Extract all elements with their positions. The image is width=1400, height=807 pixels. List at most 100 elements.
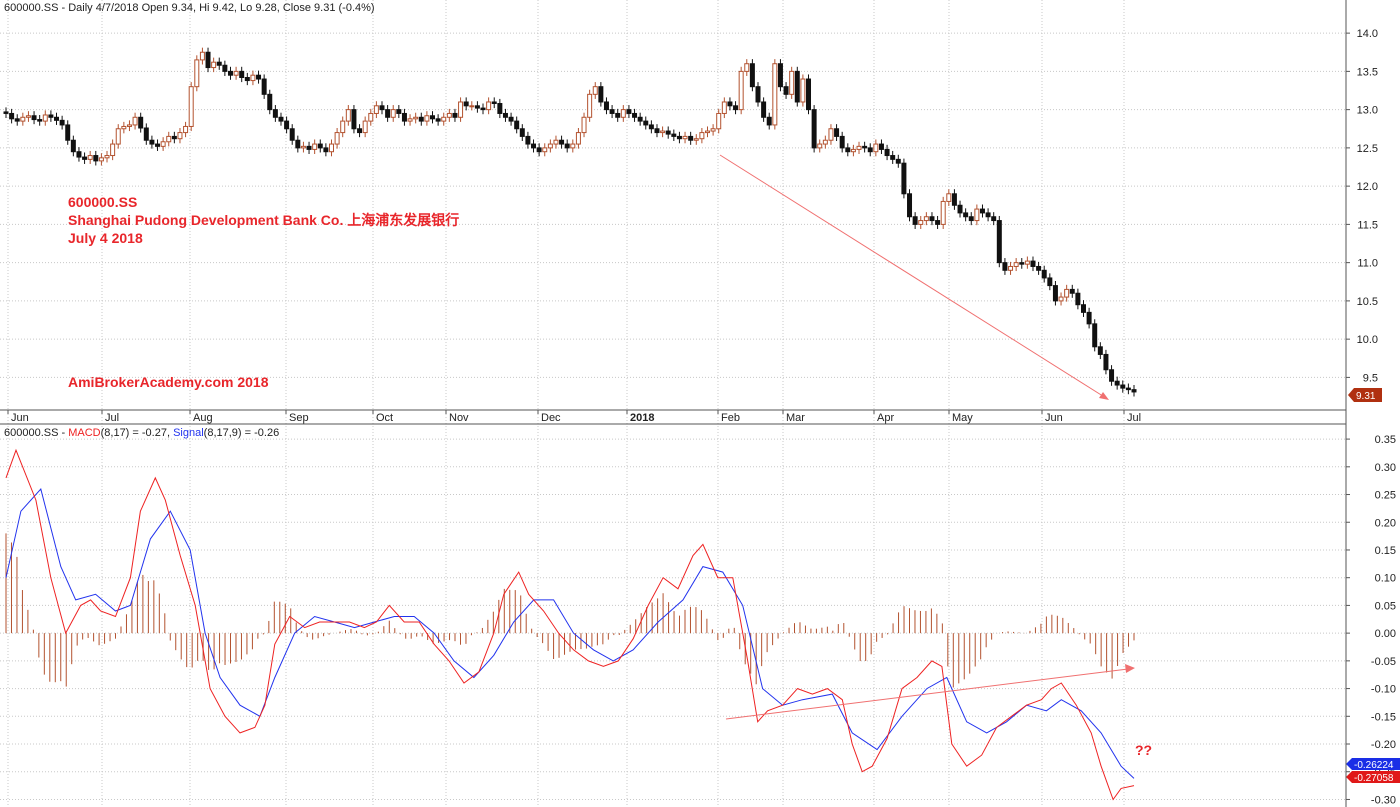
candle-body [104,155,110,159]
candle-body [295,139,301,149]
candle-body [935,220,941,225]
candle-body [155,143,161,147]
candle-body [441,116,447,122]
candle-body [940,200,946,225]
candle-body [536,147,542,153]
month-label: Jul [1127,412,1141,424]
candle-body [693,138,699,141]
price-y-tick-label: 11.0 [1357,258,1378,270]
candle-body [458,101,464,118]
last-price-badge: 9.31 [1348,388,1382,402]
candle-body [783,86,789,95]
candle-body [1075,292,1081,306]
candle-body [800,78,806,103]
candle-body [817,143,823,149]
candle-body [895,158,901,164]
candle-body [609,109,615,114]
candle-body [1036,265,1042,271]
macd-y-tick-label: 0.25 [1375,490,1396,502]
candle-body [738,70,744,111]
price-candles [3,47,1137,397]
candle-body [1064,288,1070,298]
candle-body [345,109,351,122]
candle-body [312,143,318,150]
candle-body [918,220,924,225]
candle-body [87,155,93,160]
macd-value-badge: -0.27058 [1346,771,1400,784]
candle-body [519,128,525,137]
candle-body [222,64,228,72]
macd-y-tick-label: 0.05 [1375,600,1396,612]
candle-body [1103,353,1109,371]
candle-body [547,143,553,149]
date-annotation: July 4 2018 [68,230,143,246]
candle-body [542,147,548,153]
candle-body [469,105,475,108]
macd-y-tick-label: -0.30 [1371,794,1396,806]
candle-body [149,139,155,145]
candle-body [480,107,486,111]
candle-body [183,125,189,134]
candle-body [474,105,480,109]
candle-body [250,74,256,82]
macd-y-tick-label: -0.15 [1371,711,1396,723]
candle-body [205,51,211,69]
candle-body [979,208,985,214]
candle-body [177,132,183,140]
candle-body [317,143,323,149]
candle-body [828,128,834,141]
month-label: Jun [11,412,29,424]
candle-body [615,112,621,118]
month-label: Jul [105,412,119,424]
candle-body [968,216,974,222]
candle-body [1069,288,1075,294]
candle-body [143,127,149,141]
candle-body [233,70,239,76]
month-label: Jun [1045,412,1063,424]
signal-value-badge: -0.26224 [1346,758,1400,771]
candle-body [688,135,694,141]
candle-body [806,78,812,111]
candle-body [1131,389,1137,393]
candle-body [1080,304,1086,313]
candle-body [923,216,929,222]
candle-body [340,120,346,134]
signal-line [5,487,1135,779]
candle-body [48,114,54,118]
candle-body [761,101,767,118]
month-label: Feb [721,412,740,424]
price-y-tick-label: 11.5 [1357,219,1378,231]
candle-body [907,193,913,218]
month-label: May [952,412,973,424]
macd-pane-title: 600000.SS - MACD(8,17) = -0.27, Signal(8… [4,427,279,439]
question-annotation: ?? [1135,742,1152,758]
candle-body [463,101,469,107]
candle-body [1109,369,1115,382]
candle-body [42,114,48,122]
candle-body [794,70,800,103]
price-pane-title: 600000.SS - Daily 4/7/2018 Open 9.34, Hi… [4,2,375,14]
candle-body [486,101,492,111]
candle-body [570,143,576,149]
candle-body [126,124,132,127]
candle-body [755,86,761,103]
candle-body [929,216,935,222]
candle-body [357,128,363,134]
candle-body [951,193,957,206]
candle-body [603,101,609,111]
candle-body [867,147,873,153]
candle-body [424,115,430,122]
candle-body [1030,260,1036,267]
price-y-axis: 9.5 10.0 10.5 11.0 11.5 12.0 12.5 13.0 13.5 14.0 [1346,28,1378,384]
candle-body [272,109,278,118]
candle-body [850,148,856,153]
candle-body [1114,380,1120,386]
candle-body [430,115,436,120]
candle-body [25,115,31,118]
watermark-annotation: AmiBrokerAcademy.com 2018 [68,374,269,390]
candle-body [575,132,581,145]
candle-body [1002,262,1008,271]
candle-body [620,109,626,118]
